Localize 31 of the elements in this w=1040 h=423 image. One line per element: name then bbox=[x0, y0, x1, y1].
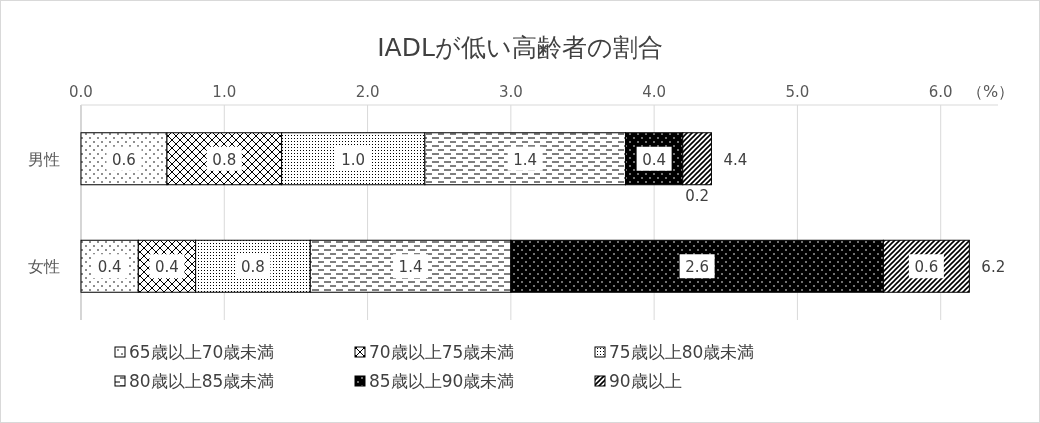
data-label: 1.4 bbox=[513, 150, 538, 169]
legend-label: 85歳以上90歳未満 bbox=[369, 371, 515, 391]
legend-label: 75歳以上80歳未満 bbox=[609, 342, 755, 362]
y-tick-label: 男性 bbox=[28, 149, 60, 169]
legend-label: 70歳以上75歳未満 bbox=[369, 342, 515, 362]
x-tick-label: 3.0 bbox=[498, 83, 523, 101]
x-tick-label: 4.0 bbox=[642, 83, 667, 101]
data-label: 0.6 bbox=[112, 150, 136, 169]
legend-label: 90歳以上 bbox=[609, 371, 682, 391]
data-label: 2.6 bbox=[685, 258, 710, 277]
y-tick-label: 女性 bbox=[28, 257, 60, 277]
data-label: 0.4 bbox=[642, 150, 667, 169]
total-label: 4.4 bbox=[723, 150, 748, 169]
x-axis-title: （%） bbox=[967, 82, 1015, 101]
chart-title: IADLが低い高齢者の割合 bbox=[377, 33, 663, 62]
legend-label: 80歳以上85歳未満 bbox=[129, 371, 275, 391]
x-tick-label: 5.0 bbox=[785, 83, 810, 101]
data-label: 1.4 bbox=[398, 258, 423, 277]
x-tick-label: 6.0 bbox=[928, 83, 953, 101]
x-tick-label: 2.0 bbox=[355, 83, 380, 101]
data-label: 0.4 bbox=[155, 258, 179, 277]
x-tick-label: 1.0 bbox=[212, 83, 237, 101]
data-label: 0.4 bbox=[97, 258, 122, 277]
data-label: 0.2 bbox=[685, 186, 710, 205]
data-label: 1.0 bbox=[341, 150, 366, 169]
data-label: 0.8 bbox=[212, 150, 237, 169]
total-label: 6.2 bbox=[981, 258, 1006, 277]
data-label: 0.8 bbox=[241, 258, 265, 277]
x-tick-label: 0.0 bbox=[69, 83, 93, 101]
legend-label: 65歳以上70歳未満 bbox=[129, 342, 275, 362]
data-label: 0.6 bbox=[914, 258, 939, 277]
